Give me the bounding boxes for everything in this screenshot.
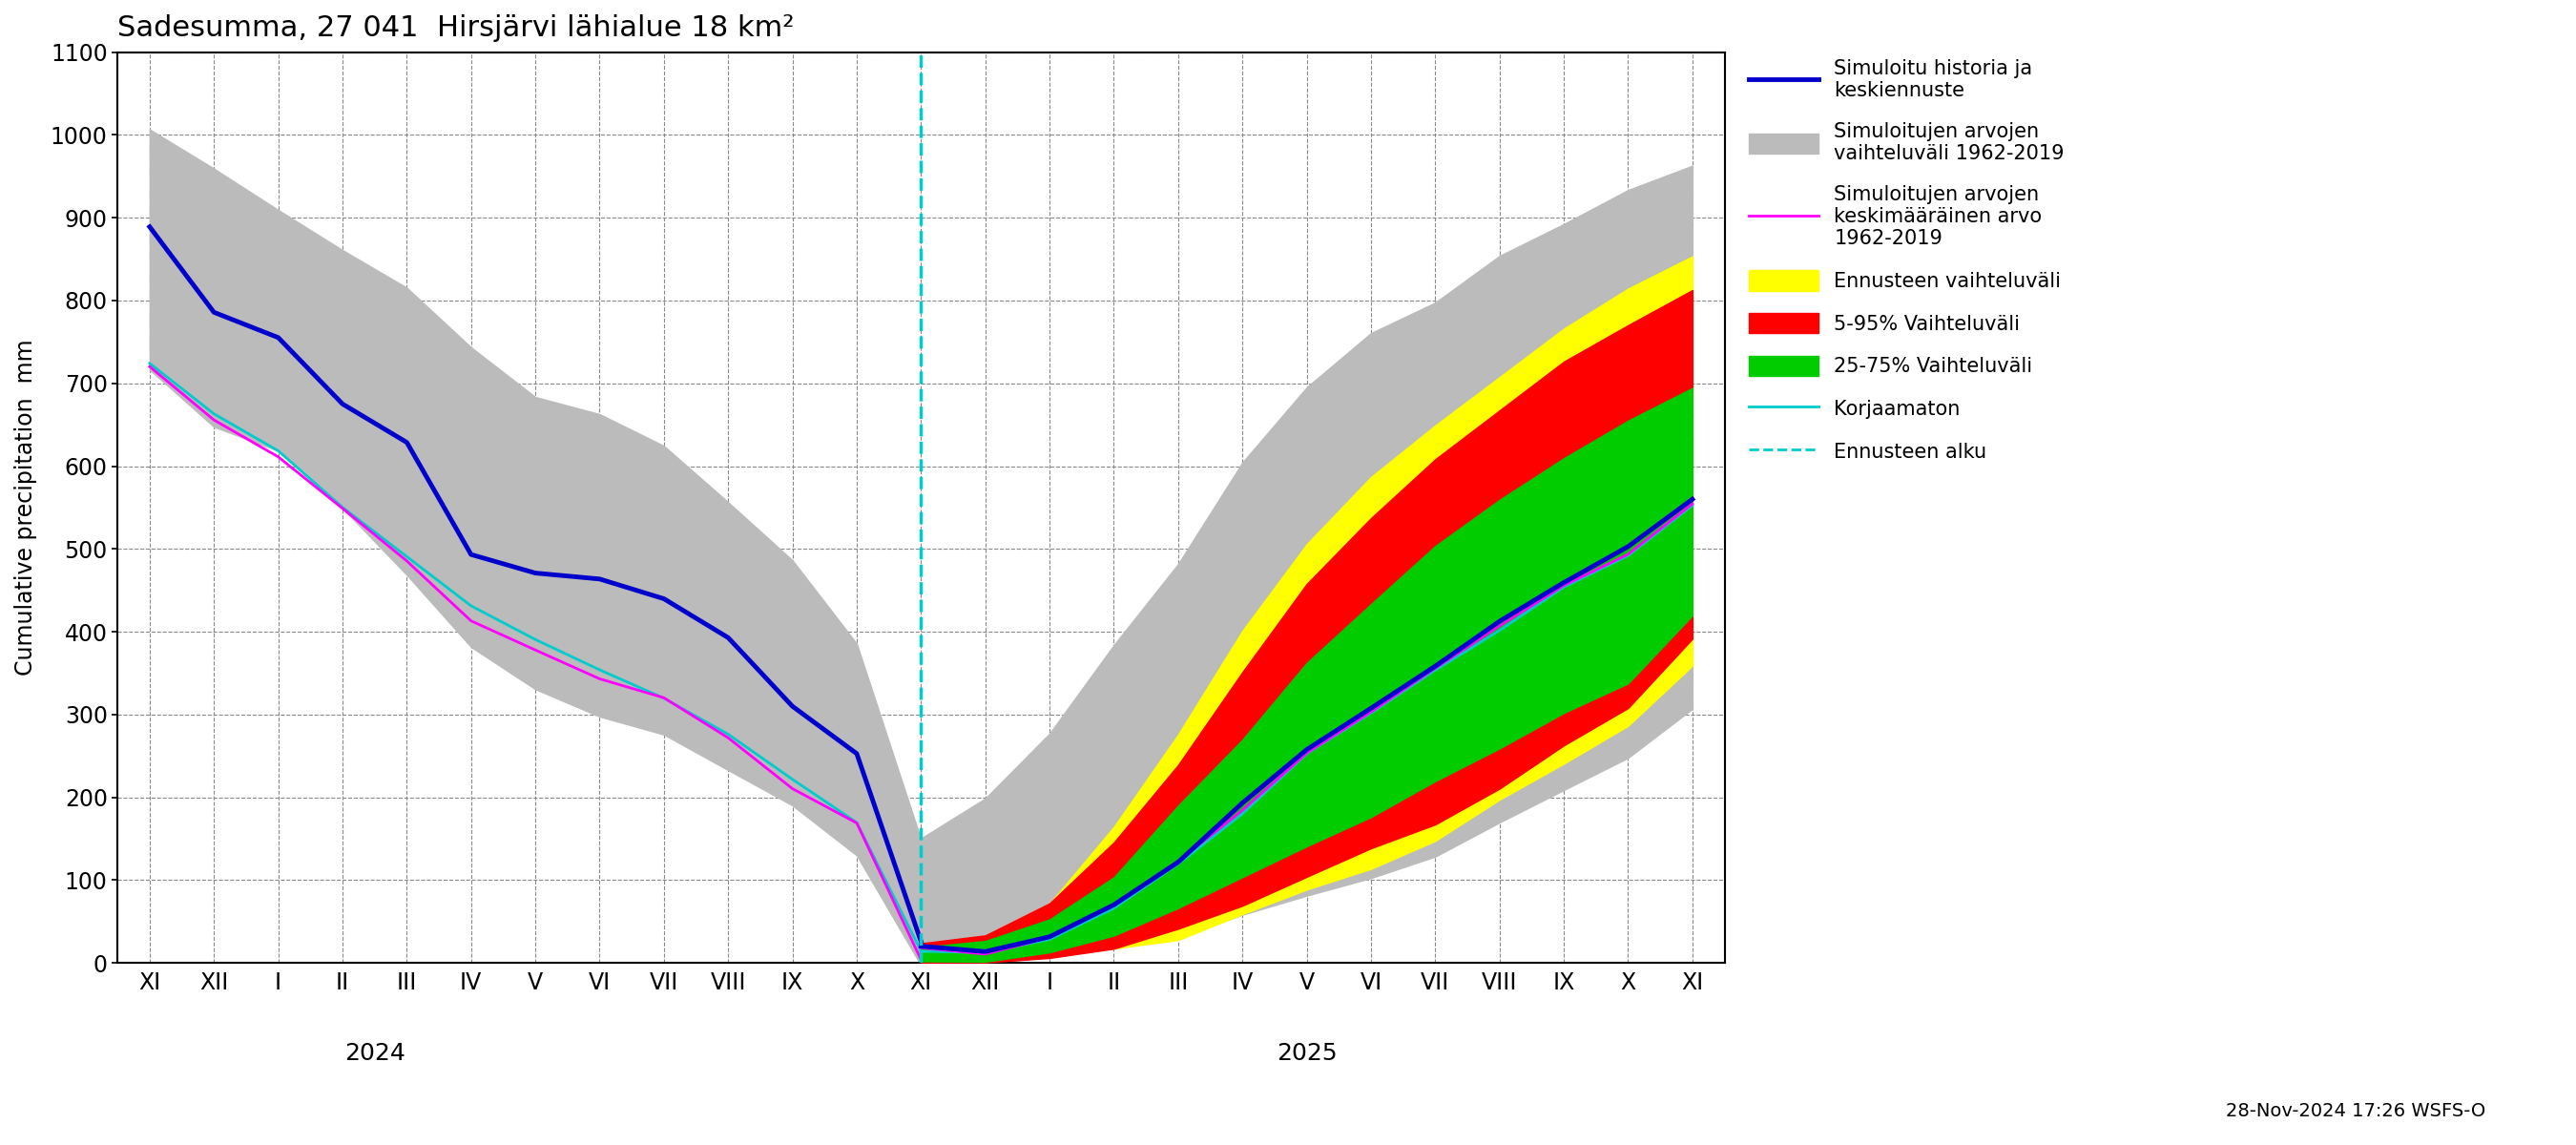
Text: Sadesumma, 27 041  Hirsjärvi lähialue 18 km²: Sadesumma, 27 041 Hirsjärvi lähialue 18 … (118, 14, 793, 42)
Text: 2024: 2024 (345, 1042, 404, 1065)
Y-axis label: Cumulative precipitation  mm: Cumulative precipitation mm (15, 339, 36, 676)
Text: 2025: 2025 (1275, 1042, 1337, 1065)
Legend: Simuloitu historia ja
keskiennuste, Simuloitujen arvojen
vaihteluväli 1962-2019,: Simuloitu historia ja keskiennuste, Simu… (1741, 53, 2071, 467)
Text: 28-Nov-2024 17:26 WSFS-O: 28-Nov-2024 17:26 WSFS-O (2226, 1101, 2486, 1120)
